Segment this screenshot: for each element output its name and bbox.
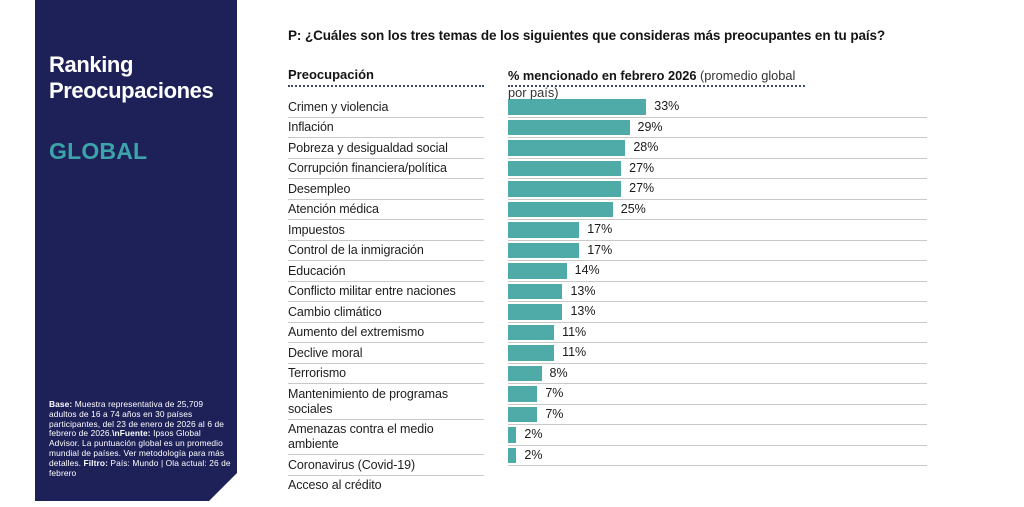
- dotted-divider-value: [508, 85, 805, 87]
- bar: [508, 263, 567, 279]
- bar: [508, 99, 647, 115]
- value-label: 2%: [524, 447, 543, 462]
- bar-row: 2%: [508, 425, 927, 446]
- bar: [508, 181, 622, 197]
- footnote-keyword: Base:: [49, 399, 73, 409]
- category-label: Impuestos: [288, 220, 484, 241]
- value-label: 33%: [654, 99, 680, 113]
- category-label: Pobreza y desigualdad social: [288, 138, 484, 159]
- bar-row: 8%: [508, 364, 927, 384]
- category-label: Corrupción financiera/política: [288, 159, 484, 179]
- value-label: 27%: [629, 160, 655, 175]
- value-label: 17%: [587, 242, 613, 257]
- footnote-text: Muestra representativa de 25,709 adultos…: [49, 399, 225, 439]
- value-label: 14%: [574, 263, 600, 277]
- bar-row: 14%: [508, 261, 927, 282]
- column-header-value: % mencionado en febrero 2026 (promedio g…: [508, 67, 810, 101]
- footnote-keyword: \nFuente:: [112, 428, 151, 439]
- report-title: Ranking Preocupaciones: [49, 52, 214, 103]
- bar-row: 25%: [508, 200, 927, 220]
- category-label: Inflación: [288, 118, 484, 138]
- value-label: 11%: [562, 324, 587, 339]
- bar-row: 27%: [508, 159, 927, 179]
- category-label: Terrorismo: [288, 364, 484, 384]
- bar: [508, 345, 555, 361]
- bar-row: 17%: [508, 220, 927, 241]
- bar-row: 7%: [508, 405, 927, 425]
- bar-row: 13%: [508, 282, 927, 302]
- bar: [508, 222, 580, 238]
- value-label: 13%: [570, 304, 596, 318]
- bar-row: 11%: [508, 343, 927, 364]
- bar-row: 28%: [508, 138, 927, 159]
- report-scope: GLOBAL: [49, 138, 148, 164]
- column-header-value-bold: % mencionado en febrero 2026: [508, 68, 697, 83]
- value-label: 29%: [637, 119, 663, 134]
- footnote-keyword: Filtro:: [83, 457, 108, 468]
- bar: [508, 160, 622, 176]
- bar-row: 33%: [508, 97, 927, 118]
- bar: [508, 140, 626, 156]
- category-label: Educación: [288, 261, 484, 282]
- category-label: Atención médica: [288, 200, 484, 220]
- bar: [508, 304, 563, 320]
- bar: [508, 406, 538, 422]
- value-label: 17%: [587, 222, 613, 236]
- bar: [508, 447, 517, 463]
- category-label: Desempleo: [288, 179, 484, 200]
- value-label: 13%: [570, 283, 596, 298]
- column-header-category: Preocupación: [288, 67, 374, 82]
- category-label: Crimen y violencia: [288, 97, 484, 118]
- value-label: 11%: [562, 345, 587, 359]
- sidebar: Ranking Preocupaciones GLOBAL Base: Mues…: [35, 0, 237, 501]
- category-label: Cambio climático: [288, 302, 484, 323]
- footnote-text: Ipsos Global Advisor. La puntuación glob…: [49, 428, 225, 468]
- base-footnote: Base: Muestra representativa de 25,709 a…: [49, 400, 231, 479]
- value-label: 28%: [633, 140, 659, 154]
- value-label: 27%: [629, 181, 655, 195]
- bar: [508, 201, 613, 217]
- bar-row: 7%: [508, 384, 927, 405]
- bar-row: 11%: [508, 323, 927, 343]
- category-label: Aumento del extremismo: [288, 323, 484, 343]
- footnote-text: País: Mundo | Ola actual: 26 de febrero: [49, 457, 231, 478]
- bar-row: 13%: [508, 302, 927, 323]
- bar-row: 27%: [508, 179, 927, 200]
- bars-column: 33% 29% 28% 27% 27% 25% 17% 17% 14% 13% 13% 11% 11% 8…: [508, 97, 927, 466]
- category-label: Acceso al crédito: [288, 478, 382, 492]
- column-header-value-note: (promedio global por país): [508, 68, 796, 100]
- value-label: 7%: [545, 406, 564, 421]
- bar-row: 29%: [508, 118, 927, 138]
- question-title: P: ¿Cuáles son los tres temas de los sig…: [288, 28, 886, 43]
- category-label: Declive moral: [288, 343, 484, 364]
- category-label: Control de la inmigración: [288, 241, 484, 261]
- dotted-divider-category: [288, 85, 484, 87]
- category-label: Coronavirus (Covid-19): [288, 455, 484, 476]
- bar: [508, 386, 538, 402]
- value-label: 2%: [524, 427, 543, 441]
- category-label: Amenazas contra el medio ambiente: [288, 420, 484, 455]
- category-label: Mantenimiento de programas sociales: [288, 384, 484, 420]
- bar-row: 17%: [508, 241, 927, 261]
- value-label: 7%: [545, 386, 564, 400]
- bar: [508, 283, 563, 299]
- bar: [508, 365, 542, 381]
- bar: [508, 324, 555, 340]
- value-label: 25%: [620, 201, 646, 216]
- bar-row: 2%: [508, 446, 927, 466]
- bar: [508, 242, 580, 258]
- category-column: Crimen y violencia Inflación Pobreza y des…: [288, 97, 484, 496]
- bar: [508, 427, 517, 443]
- value-label: 8%: [549, 365, 568, 380]
- category-label: Conflicto militar entre naciones: [288, 282, 484, 302]
- bar: [508, 119, 630, 135]
